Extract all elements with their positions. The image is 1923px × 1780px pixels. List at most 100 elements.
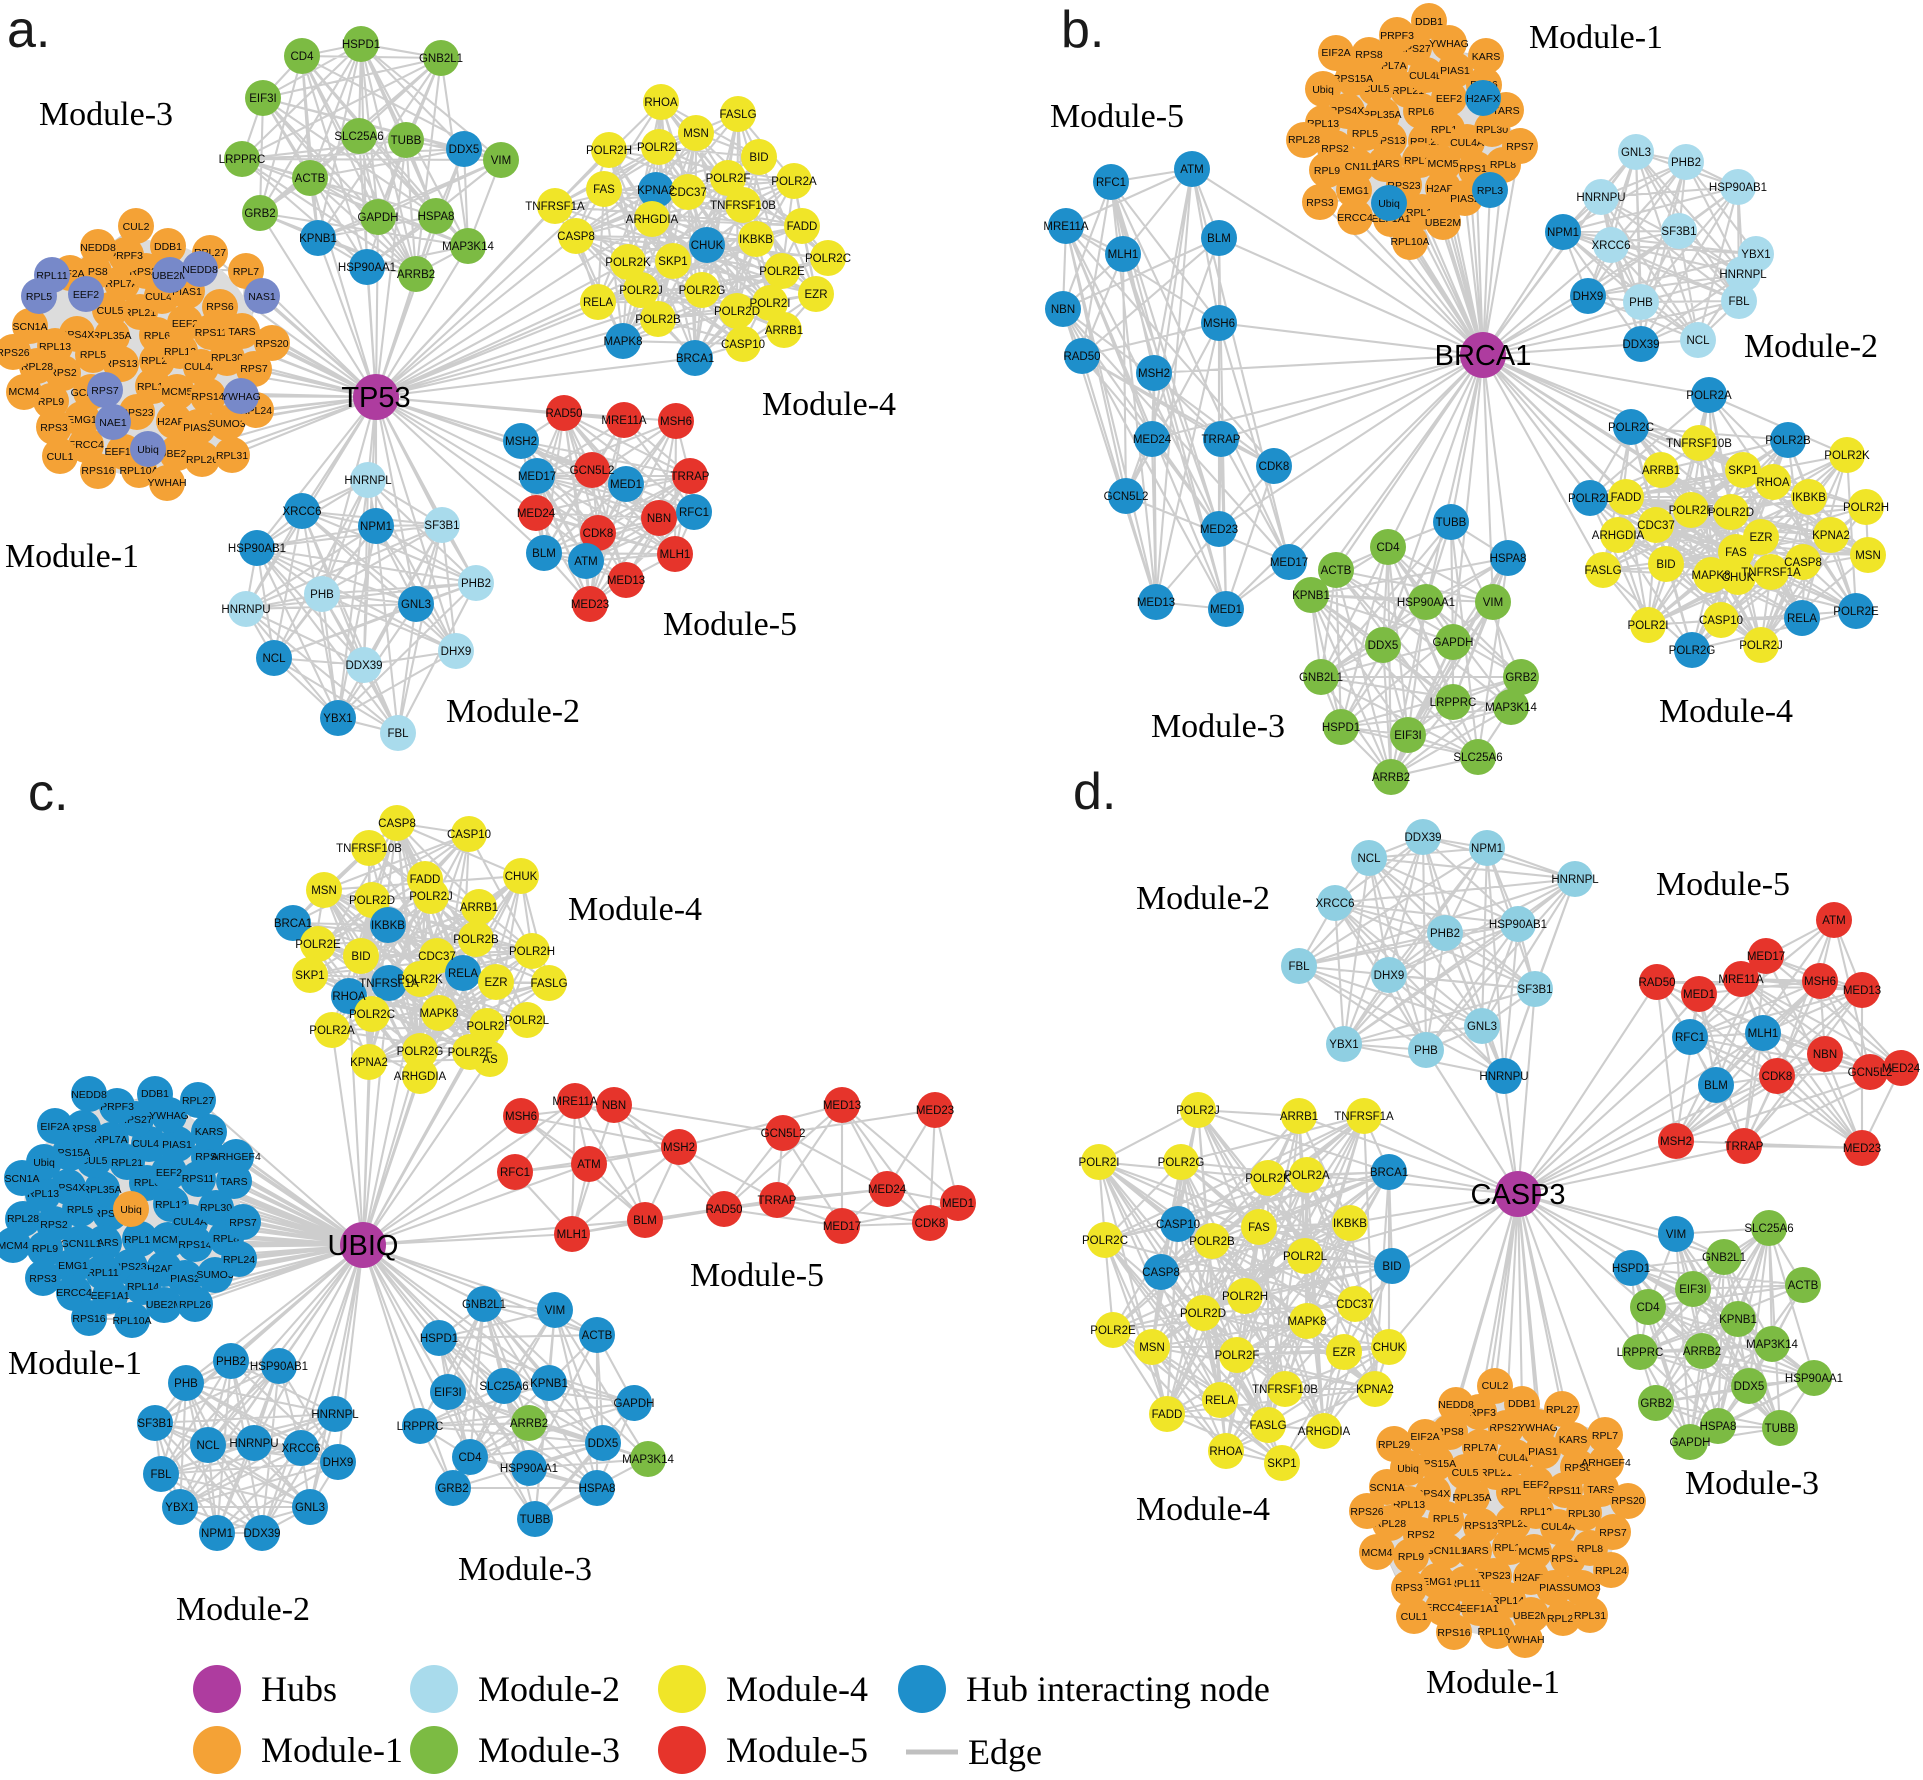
svg-text:ACTB: ACTB bbox=[295, 173, 326, 185]
svg-text:RPL10A: RPL10A bbox=[1390, 236, 1429, 248]
svg-text:CDK8: CDK8 bbox=[1762, 1071, 1793, 1083]
svg-text:GCN5L2: GCN5L2 bbox=[1104, 491, 1149, 503]
svg-text:POLR2B: POLR2B bbox=[453, 934, 499, 946]
svg-text:FAS: FAS bbox=[1725, 547, 1747, 559]
svg-text:YWHAH: YWHAH bbox=[1505, 1634, 1544, 1646]
svg-text:RPL35A: RPL35A bbox=[1452, 1492, 1491, 1504]
svg-text:H2AFX: H2AFX bbox=[1466, 93, 1500, 105]
svg-text:GRB2: GRB2 bbox=[244, 208, 275, 220]
svg-text:CUL2: CUL2 bbox=[1482, 1380, 1509, 1392]
svg-text:EIF3I: EIF3I bbox=[434, 1387, 461, 1399]
svg-text:ATM: ATM bbox=[577, 1159, 600, 1171]
svg-text:MED23: MED23 bbox=[1200, 524, 1238, 536]
svg-text:Module-5: Module-5 bbox=[1656, 866, 1790, 903]
svg-text:KARS: KARS bbox=[195, 1126, 224, 1138]
svg-text:NEDD8: NEDD8 bbox=[1438, 1399, 1474, 1411]
svg-text:MRE11A: MRE11A bbox=[1718, 974, 1763, 986]
svg-text:POLR2D: POLR2D bbox=[1180, 1308, 1226, 1320]
svg-text:LRPPRC: LRPPRC bbox=[1617, 1347, 1664, 1359]
svg-text:MCM5: MCM5 bbox=[1428, 158, 1459, 170]
svg-text:ARRB1: ARRB1 bbox=[1280, 1111, 1318, 1123]
svg-text:SCN1A: SCN1A bbox=[4, 1173, 39, 1185]
svg-text:c.: c. bbox=[28, 764, 68, 822]
svg-text:RPS20: RPS20 bbox=[255, 338, 288, 350]
svg-text:NPM1: NPM1 bbox=[201, 1528, 233, 1540]
svg-text:Module-4: Module-4 bbox=[1659, 693, 1793, 730]
svg-text:EZR: EZR bbox=[485, 977, 508, 989]
svg-text:RPS7: RPS7 bbox=[91, 385, 119, 397]
svg-text:TUBB: TUBB bbox=[1436, 517, 1467, 529]
svg-text:GCN5L2: GCN5L2 bbox=[1848, 1067, 1893, 1079]
svg-text:MED1: MED1 bbox=[1210, 604, 1242, 616]
svg-text:YWHAG: YWHAG bbox=[149, 1110, 189, 1122]
svg-text:HSPD1: HSPD1 bbox=[1322, 722, 1360, 734]
svg-text:HSPD1: HSPD1 bbox=[342, 39, 380, 51]
svg-text:POLR2E: POLR2E bbox=[295, 939, 341, 951]
svg-text:RPS23: RPS23 bbox=[1477, 1570, 1510, 1582]
svg-text:GNL3: GNL3 bbox=[295, 1502, 325, 1514]
svg-text:RHOA: RHOA bbox=[332, 991, 366, 1003]
svg-text:MED24: MED24 bbox=[517, 508, 556, 520]
svg-text:GRB2: GRB2 bbox=[1505, 672, 1536, 684]
svg-text:ACTB: ACTB bbox=[1788, 1280, 1819, 1292]
svg-text:NBN: NBN bbox=[602, 1100, 626, 1112]
svg-text:CDK8: CDK8 bbox=[915, 1218, 946, 1230]
svg-text:POLR2B: POLR2B bbox=[1189, 1236, 1235, 1248]
svg-text:FADD: FADD bbox=[410, 874, 441, 886]
svg-text:HNRNPU: HNRNPU bbox=[221, 604, 270, 616]
svg-text:POLR2F: POLR2F bbox=[448, 1047, 493, 1059]
svg-text:YWHAG: YWHAG bbox=[221, 391, 261, 403]
svg-text:RPL29: RPL29 bbox=[1378, 1439, 1410, 1451]
svg-text:ARHGDIA: ARHGDIA bbox=[626, 214, 679, 226]
svg-text:UBE2M: UBE2M bbox=[146, 1299, 182, 1311]
svg-text:RAD50: RAD50 bbox=[1063, 351, 1100, 363]
svg-text:Module-2: Module-2 bbox=[478, 1669, 620, 1709]
svg-text:PIAS1: PIAS1 bbox=[162, 1139, 192, 1151]
svg-text:DDX5: DDX5 bbox=[1368, 640, 1399, 652]
svg-text:Module-5: Module-5 bbox=[1050, 98, 1184, 135]
svg-text:KPNA2: KPNA2 bbox=[350, 1057, 388, 1069]
svg-text:HSP90AA1: HSP90AA1 bbox=[500, 1463, 558, 1475]
svg-text:IKBKB: IKBKB bbox=[371, 920, 405, 932]
svg-text:MED1: MED1 bbox=[942, 1198, 974, 1210]
svg-text:LRPPRC: LRPPRC bbox=[397, 1421, 444, 1433]
svg-text:RPL10A: RPL10A bbox=[119, 465, 158, 477]
svg-text:UBIQ: UBIQ bbox=[328, 1230, 399, 1262]
svg-text:ERCC4: ERCC4 bbox=[1425, 1602, 1461, 1614]
svg-text:RPL9: RPL9 bbox=[1398, 1551, 1424, 1563]
svg-text:MSH2: MSH2 bbox=[663, 1142, 695, 1154]
svg-text:POLR2H: POLR2H bbox=[1222, 1291, 1268, 1303]
svg-text:FADD: FADD bbox=[787, 221, 818, 233]
svg-text:b.: b. bbox=[1061, 1, 1104, 59]
svg-text:HSP90AB1: HSP90AB1 bbox=[250, 1361, 308, 1373]
svg-text:MLH1: MLH1 bbox=[1108, 249, 1139, 261]
svg-text:RPL13: RPL13 bbox=[27, 1188, 59, 1200]
svg-text:XRCC6: XRCC6 bbox=[282, 1443, 321, 1455]
svg-text:GNB2L1: GNB2L1 bbox=[462, 1299, 506, 1311]
svg-text:GNB2L1: GNB2L1 bbox=[419, 53, 463, 65]
svg-text:RPS13: RPS13 bbox=[104, 358, 137, 370]
svg-text:POLR2C: POLR2C bbox=[805, 253, 851, 265]
svg-text:HARS: HARS bbox=[1459, 1545, 1488, 1557]
svg-text:HSPA8: HSPA8 bbox=[579, 1483, 616, 1495]
svg-text:SUMO3: SUMO3 bbox=[1563, 1582, 1601, 1594]
svg-text:GCN1L1: GCN1L1 bbox=[61, 1238, 102, 1250]
svg-text:CUL4B: CUL4B bbox=[132, 1138, 166, 1150]
svg-text:RPL11: RPL11 bbox=[87, 1267, 118, 1279]
svg-text:POLR2L: POLR2L bbox=[505, 1015, 550, 1027]
svg-text:IKBKB: IKBKB bbox=[1792, 492, 1826, 504]
svg-text:HNRNPL: HNRNPL bbox=[1719, 269, 1767, 281]
svg-text:d.: d. bbox=[1073, 763, 1116, 821]
svg-text:SLC25A6: SLC25A6 bbox=[479, 1381, 528, 1393]
svg-text:DDB1: DDB1 bbox=[141, 1088, 169, 1100]
svg-text:FBL: FBL bbox=[150, 1469, 172, 1481]
svg-text:UBE2M: UBE2M bbox=[152, 270, 188, 282]
svg-text:MAP3K14: MAP3K14 bbox=[1485, 702, 1537, 714]
svg-text:TRRAP: TRRAP bbox=[671, 471, 710, 483]
svg-text:ATM: ATM bbox=[1822, 915, 1845, 927]
svg-text:KARS: KARS bbox=[1559, 1434, 1588, 1446]
svg-text:YBX1: YBX1 bbox=[1741, 249, 1770, 261]
svg-text:RPL28: RPL28 bbox=[1374, 1518, 1406, 1530]
svg-text:TARS: TARS bbox=[1587, 1484, 1614, 1496]
svg-text:NBN: NBN bbox=[1813, 1049, 1837, 1061]
